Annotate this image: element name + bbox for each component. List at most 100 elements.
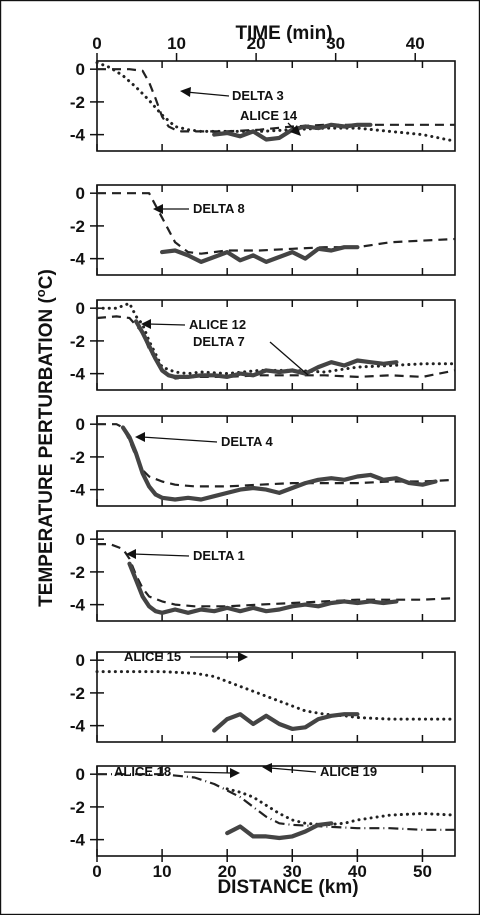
label-delta-1: DELTA 1 — [126, 548, 245, 563]
label-alice-19: ALICE 19 — [262, 763, 377, 779]
label-alice-18-arrowhead — [230, 768, 240, 778]
label-alice-15-text: ALICE 15 — [124, 649, 181, 664]
top-axis-tick-label: 0 — [92, 34, 101, 53]
panel-frame — [96, 60, 456, 152]
panel-3: 0 -2 -4 — [70, 299, 457, 391]
y-tick-label: -4 — [70, 481, 86, 500]
panel-2: 0 -2 -4 — [70, 184, 456, 276]
line-alice-15 — [95, 670, 457, 721]
line-alice-14 — [212, 122, 373, 142]
label-alice-15: ALICE 15 — [124, 649, 248, 664]
y-tick-label: -4 — [70, 831, 86, 850]
label-delta-8-arrowhead — [153, 204, 163, 214]
label-alice-18-text: ALICE 18 — [114, 764, 171, 779]
label-delta-4: DELTA 4 — [135, 432, 274, 449]
y-tick-label: -4 — [70, 126, 86, 145]
line-series-2 — [120, 425, 438, 502]
panel-frame — [96, 184, 456, 276]
y-tick-label: 0 — [76, 765, 85, 784]
panel-frame — [96, 299, 456, 391]
line-series-3 — [225, 821, 334, 841]
y-tick-label: 0 — [76, 651, 85, 670]
y-tick-label: -2 — [70, 684, 85, 703]
line-series-2 — [95, 61, 457, 143]
label-delta-4-arrowhead — [135, 432, 145, 442]
y-tick-label: -2 — [70, 798, 85, 817]
label-alice-15-arrowhead — [238, 652, 248, 662]
label-delta-3: DELTA 3 — [180, 87, 284, 103]
panel-frame — [96, 651, 456, 743]
label-delta-3-arrowhead — [180, 87, 191, 97]
y-tick-label: 0 — [76, 530, 85, 549]
y-tick-label: 0 — [76, 299, 85, 318]
label-alice-19-text: ALICE 19 — [320, 764, 377, 779]
label-alice-12: ALICE 12 — [141, 317, 246, 332]
label-delta-7: DELTA 7 — [193, 334, 309, 376]
label-alice-14-arrowhead — [290, 125, 301, 136]
line-alice-19 — [225, 787, 457, 827]
top-axis-tick-label: 30 — [326, 34, 345, 53]
label-delta-7-text: DELTA 7 — [193, 334, 245, 349]
top-axis-tick-label: 10 — [167, 34, 186, 53]
line-series-1 — [95, 301, 457, 376]
label-delta-8-text: DELTA 8 — [193, 201, 245, 216]
y-tick-label: 0 — [76, 415, 85, 434]
line-series-2 — [160, 245, 360, 264]
bottom-axis-title: DISTANCE (km) — [217, 877, 358, 898]
y-tick-label: -2 — [70, 563, 85, 582]
top-axis-tick-label: 20 — [247, 34, 266, 53]
y-axis-title: TEMPERATURE PERTURBATION (oC) — [33, 269, 57, 607]
panel-1: 0 -2 -4 — [70, 60, 457, 152]
line-delta-7 — [96, 315, 456, 380]
bottom-axis-tick-label: 40 — [348, 862, 367, 881]
label-alice-18: ALICE 18 — [114, 764, 240, 779]
line-alice-18 — [97, 773, 455, 831]
y-tick-label: -2 — [70, 93, 85, 112]
label-alice-12-arrowhead — [141, 319, 151, 329]
line-delta-8 — [97, 192, 456, 255]
label-alice-14: ALICE 14 — [240, 108, 301, 136]
bottom-axis-tick-label: 30 — [283, 862, 302, 881]
panel-6: 0 -2 -4 — [70, 651, 457, 743]
y-tick-label: 0 — [76, 60, 85, 79]
label-delta-7-arrow — [269, 341, 309, 376]
y-axis-title-sup: o — [33, 289, 48, 297]
label-alice-14-text: ALICE 14 — [240, 108, 298, 123]
panel-frame — [96, 415, 456, 507]
y-tick-label: -2 — [70, 448, 85, 467]
line-alice-12 — [134, 319, 399, 379]
y-axis-title-main: TEMPERATURE PERTURBATION ( — [36, 297, 57, 607]
y-tick-label: -4 — [70, 717, 86, 736]
y-axis-title-unit: C) — [36, 269, 57, 289]
line-delta-4 — [97, 423, 456, 488]
panel-frame — [96, 765, 456, 857]
panel-4: 0 -2 -4 — [70, 415, 456, 507]
top-axis-title: TIME (min) — [235, 23, 332, 44]
bottom-axis-tick-label: 0 — [92, 862, 101, 881]
panel-frame — [96, 530, 456, 622]
y-tick-label: -2 — [70, 217, 85, 236]
label-alice-19-arrow — [269, 767, 317, 773]
y-tick-label: -4 — [70, 250, 86, 269]
y-tick-label: -4 — [70, 365, 86, 384]
label-delta-1-arrow — [132, 553, 190, 557]
label-delta-4-text: DELTA 4 — [221, 434, 274, 449]
line-delta-1 — [97, 542, 456, 608]
label-alice-18-arrow — [183, 771, 233, 774]
label-delta-1-text: DELTA 1 — [193, 548, 245, 563]
line-series-2 — [212, 712, 360, 733]
label-delta-3-arrow — [185, 91, 230, 97]
bottom-axis-tick-label: 10 — [153, 862, 172, 881]
bottom-axis-tick-label: 20 — [218, 862, 237, 881]
y-tick-label: -2 — [70, 332, 85, 351]
axes-layer: 0 10 20 30 40 0 10 20 30 40 50 — [92, 34, 432, 881]
y-tick-label: -4 — [70, 596, 86, 615]
label-alice-12-arrow — [147, 323, 186, 326]
panel-5: 0 -2 -4 — [70, 530, 456, 622]
y-tick-label: 0 — [76, 184, 85, 203]
line-series-2 — [127, 561, 399, 615]
panels-layer: 0 -2 -4 0 -2 -4 0 -2 -4 0 -2 -4 0 -2 -4 0 -2 -4 0 -2 -4 — [70, 60, 457, 857]
label-alice-19-arrowhead — [262, 763, 272, 773]
label-delta-1-arrowhead — [126, 549, 136, 559]
